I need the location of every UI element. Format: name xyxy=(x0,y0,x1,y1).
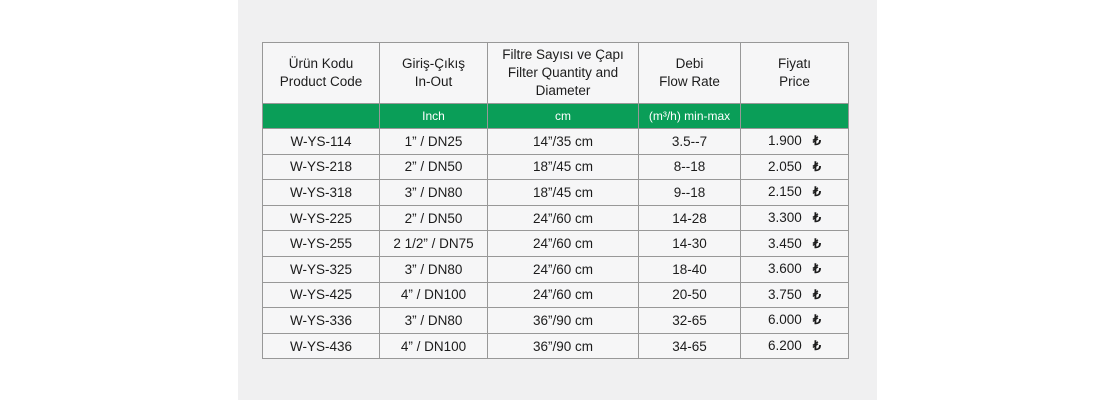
in-out-cell: 1” / DN25 xyxy=(379,128,488,155)
header-title-tr: Giriş-Çıkış xyxy=(402,56,465,72)
filter-size-cell: 36”/90 cm xyxy=(487,332,639,360)
flow-rate-cell: 18-40 xyxy=(638,255,741,283)
price-value: 3.450 xyxy=(767,235,802,251)
column-header-flow-rate: Debi Flow Rate xyxy=(638,42,741,104)
in-out-cell: 3” / DN80 xyxy=(379,255,488,283)
table-row: W-YS-114 1” / DN25 14”/35 cm 3.5--7 1.900 ₺ xyxy=(262,128,849,155)
in-out-cell: 2” / DN50 xyxy=(379,204,488,232)
product-code-cell: W-YS-425 xyxy=(262,281,380,309)
price-cell: 3.450 ₺ xyxy=(740,230,849,257)
price-cell: 3.750 ₺ xyxy=(740,281,849,309)
filter-size-cell: 24”/60 cm xyxy=(487,230,639,257)
unit-row: Inch cm (m³/h) min-max xyxy=(262,103,849,129)
column-header-in-out: Giriş-Çıkış In-Out xyxy=(379,42,488,104)
price-cell: 1.900 ₺ xyxy=(740,128,849,155)
filter-size-cell: 24”/60 cm xyxy=(487,255,639,283)
price-cell: 6.200 ₺ xyxy=(740,332,849,360)
unit-cell-flow: (m³/h) min-max xyxy=(638,103,741,129)
filter-size-cell: 24”/60 cm xyxy=(487,281,639,309)
price-cell: 2.150 ₺ xyxy=(740,179,849,206)
column-header-product-code: Ürün Kodu Product Code xyxy=(262,42,380,104)
product-code-cell: W-YS-325 xyxy=(262,255,380,283)
unit-cell-cm: cm xyxy=(487,103,639,129)
flow-rate-cell: 20-50 xyxy=(638,281,741,309)
table-row: W-YS-225 2” / DN50 24”/60 cm 14-28 3.300 ₺ xyxy=(262,204,849,232)
table-row: W-YS-336 3” / DN80 36”/90 cm 32-65 6.000 ₺ xyxy=(262,307,849,334)
flow-rate-cell: 14-28 xyxy=(638,204,741,232)
content-panel: Ürün Kodu Product Code Giriş-Çıkış In-Ou… xyxy=(238,0,877,400)
price-cell: 2.050 ₺ xyxy=(740,153,849,181)
price-cell: 6.000 ₺ xyxy=(740,307,849,334)
header-title-en: Price xyxy=(779,74,810,89)
lira-currency-symbol: ₺ xyxy=(812,133,822,149)
filter-size-cell: 14”/35 cm xyxy=(487,128,639,155)
price-value: 3.750 xyxy=(767,286,802,302)
header-title-en: Filter Quantity and Diameter xyxy=(507,65,619,98)
product-code-cell: W-YS-436 xyxy=(262,332,380,360)
header-title-en: Product Code xyxy=(279,74,363,89)
flow-rate-cell: 34-65 xyxy=(638,332,741,360)
lira-currency-symbol: ₺ xyxy=(812,261,822,277)
table-body: W-YS-114 1” / DN25 14”/35 cm 3.5--7 1.900 ₺ W-… xyxy=(262,128,849,360)
column-header-filter-quantity: Filtre Sayısı ve Çapı Filter Quantity an… xyxy=(487,42,639,104)
flow-rate-cell: 14-30 xyxy=(638,230,741,257)
flow-rate-cell: 8--18 xyxy=(638,153,741,181)
product-code-cell: W-YS-225 xyxy=(262,204,380,232)
unit-cell-inch: Inch xyxy=(379,103,488,129)
filter-size-cell: 18”/45 cm xyxy=(487,153,639,181)
in-out-cell: 4” / DN100 xyxy=(379,281,488,309)
table-row: W-YS-218 2” / DN50 18”/45 cm 8--18 2.050 ₺ xyxy=(262,153,849,181)
price-value: 1.900 xyxy=(767,133,802,149)
header-title-tr: Ürün Kodu xyxy=(288,56,354,72)
product-code-cell: W-YS-218 xyxy=(262,153,380,181)
header-title-en: Flow Rate xyxy=(659,74,720,89)
in-out-cell: 3” / DN80 xyxy=(379,307,488,334)
header-title-tr: Debi xyxy=(675,56,704,72)
in-out-cell: 3” / DN80 xyxy=(379,179,488,206)
price-cell: 3.300 ₺ xyxy=(740,204,849,232)
in-out-cell: 2” / DN50 xyxy=(379,153,488,181)
product-code-cell: W-YS-255 xyxy=(262,230,380,257)
table-row: W-YS-318 3” / DN80 18”/45 cm 9--18 2.150 ₺ xyxy=(262,179,849,206)
header-row: Ürün Kodu Product Code Giriş-Çıkış In-Ou… xyxy=(262,42,849,104)
price-value: 2.150 xyxy=(767,184,802,200)
table-row: W-YS-436 4” / DN100 36”/90 cm 34-65 6.200 ₺ xyxy=(262,332,849,360)
price-value: 6.200 xyxy=(767,338,802,354)
table-row: W-YS-255 2 1/2” / DN75 24”/60 cm 14-30 3.450… xyxy=(262,230,849,257)
lira-currency-symbol: ₺ xyxy=(812,338,822,354)
flow-rate-cell: 3.5--7 xyxy=(638,128,741,155)
filter-size-cell: 24”/60 cm xyxy=(487,204,639,232)
product-code-cell: W-YS-318 xyxy=(262,179,380,206)
flow-rate-cell: 9--18 xyxy=(638,179,741,206)
price-value: 3.300 xyxy=(767,210,802,226)
unit-cell-price xyxy=(740,103,849,129)
flow-rate-cell: 32-65 xyxy=(638,307,741,334)
lira-currency-symbol: ₺ xyxy=(812,184,822,200)
filter-size-cell: 18”/45 cm xyxy=(487,179,639,206)
in-out-cell: 4” / DN100 xyxy=(379,332,488,360)
lira-currency-symbol: ₺ xyxy=(812,158,822,174)
product-code-cell: W-YS-336 xyxy=(262,307,380,334)
price-value: 6.000 xyxy=(767,312,802,328)
table-row: W-YS-425 4” / DN100 24”/60 cm 20-50 3.750 ₺ xyxy=(262,281,849,309)
product-code-cell: W-YS-114 xyxy=(262,128,380,155)
lira-currency-symbol: ₺ xyxy=(812,312,822,328)
header-title-en: In-Out xyxy=(414,74,453,89)
header-title-tr: Filtre Sayısı ve Çapı xyxy=(502,47,624,63)
price-value: 3.600 xyxy=(767,261,802,277)
lira-currency-symbol: ₺ xyxy=(812,210,822,226)
filter-size-cell: 36”/90 cm xyxy=(487,307,639,334)
lira-currency-symbol: ₺ xyxy=(812,286,822,302)
table-row: W-YS-325 3” / DN80 24”/60 cm 18-40 3.600 ₺ xyxy=(262,255,849,283)
lira-currency-symbol: ₺ xyxy=(812,235,822,251)
product-price-table: Ürün Kodu Product Code Giriş-Çıkış In-Ou… xyxy=(262,42,849,360)
in-out-cell: 2 1/2” / DN75 xyxy=(379,230,488,257)
price-value: 2.050 xyxy=(767,158,802,174)
price-cell: 3.600 ₺ xyxy=(740,255,849,283)
header-title-tr: Fiyatı xyxy=(777,56,811,72)
unit-cell-product-code xyxy=(262,103,380,129)
column-header-price: Fiyatı Price xyxy=(740,42,849,104)
